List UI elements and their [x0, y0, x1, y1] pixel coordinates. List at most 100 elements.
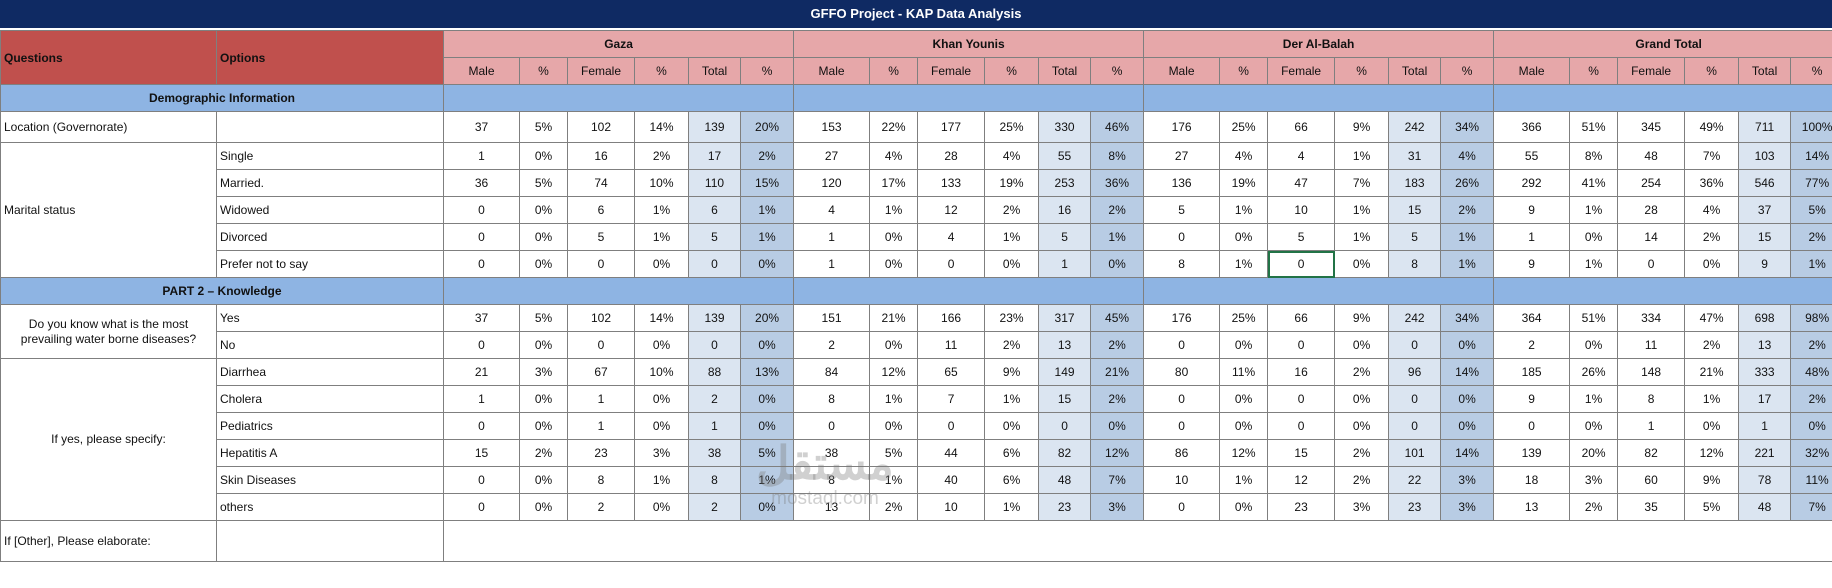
value-cell[interactable]: 0% [869, 223, 919, 251]
value-cell[interactable]: 317 [1038, 304, 1092, 332]
value-cell[interactable]: 25% [984, 111, 1040, 143]
region-header-gaza[interactable]: Gaza [442, 30, 795, 58]
value-cell[interactable]: 5% [1790, 196, 1832, 224]
sub-header-cell[interactable]: Male [443, 57, 520, 85]
sub-header-cell[interactable]: Total [1038, 57, 1092, 85]
value-cell[interactable]: 37 [443, 111, 520, 143]
value-cell[interactable]: 26% [1440, 169, 1495, 197]
option-cell[interactable] [216, 520, 444, 562]
sub-header-cell[interactable]: Female [567, 57, 635, 85]
value-cell[interactable]: 23 [1388, 493, 1442, 521]
value-cell[interactable]: 0 [688, 250, 741, 278]
value-cell[interactable]: 0% [634, 493, 689, 521]
value-cell[interactable]: 4 [793, 196, 871, 224]
value-cell[interactable]: 1 [688, 412, 741, 440]
value-cell[interactable]: 66 [1267, 304, 1336, 332]
value-cell[interactable]: 166 [917, 304, 986, 332]
value-cell[interactable]: 176 [1143, 304, 1221, 332]
value-cell[interactable]: 13 [1738, 331, 1792, 359]
value-cell[interactable]: 8 [793, 466, 871, 494]
value-cell[interactable]: 1% [1569, 385, 1619, 413]
value-cell[interactable]: 2% [1090, 331, 1145, 359]
value-cell[interactable]: 0% [1569, 412, 1619, 440]
sub-header-cell[interactable]: % [1334, 57, 1390, 85]
value-cell[interactable]: 28 [917, 142, 986, 170]
value-cell[interactable]: 1% [869, 196, 919, 224]
value-cell[interactable]: 51% [1569, 111, 1619, 143]
value-cell[interactable]: 0 [443, 331, 520, 359]
value-cell[interactable]: 4% [984, 142, 1040, 170]
region-header-khan-younis[interactable]: Khan Younis [793, 30, 1145, 58]
value-cell[interactable]: 9 [1738, 250, 1792, 278]
value-cell[interactable]: 82 [1038, 439, 1092, 467]
value-cell[interactable]: 40 [917, 466, 986, 494]
value-cell[interactable]: 6% [984, 439, 1040, 467]
value-cell[interactable]: 5 [567, 223, 635, 251]
value-cell[interactable]: 5 [1143, 196, 1221, 224]
value-cell[interactable]: 0 [1388, 385, 1442, 413]
value-cell[interactable]: 1% [634, 196, 689, 224]
value-cell[interactable]: 7% [1334, 169, 1390, 197]
value-cell[interactable]: 177 [917, 111, 986, 143]
value-cell[interactable]: 0 [1267, 331, 1336, 359]
value-cell[interactable]: 333 [1738, 358, 1792, 386]
value-cell[interactable]: 2 [1493, 331, 1571, 359]
value-cell[interactable]: 17 [1738, 385, 1792, 413]
question-marital-status[interactable]: Marital status [0, 142, 217, 278]
value-cell[interactable]: 55 [1493, 142, 1571, 170]
value-cell[interactable]: 0% [634, 250, 689, 278]
value-cell[interactable]: 15 [443, 439, 520, 467]
value-cell[interactable]: 8 [1143, 250, 1221, 278]
sub-header-cell[interactable]: Male [793, 57, 871, 85]
value-cell[interactable]: 0 [1388, 331, 1442, 359]
value-cell[interactable]: 11% [1219, 358, 1269, 386]
value-cell[interactable]: 0% [739, 250, 795, 278]
sub-header-cell[interactable]: % [1684, 57, 1740, 85]
value-cell[interactable]: 0% [1219, 412, 1269, 440]
option-cell[interactable]: Cholera [216, 385, 444, 413]
value-cell[interactable]: 47 [1267, 169, 1336, 197]
value-cell[interactable]: 10 [917, 493, 986, 521]
value-cell[interactable]: 254 [1617, 169, 1686, 197]
value-cell[interactable]: 1% [1569, 196, 1619, 224]
value-cell[interactable]: 16 [567, 142, 635, 170]
value-cell[interactable]: 21% [1090, 358, 1145, 386]
section-fill-cell[interactable] [793, 84, 1145, 112]
value-cell[interactable]: 0% [1334, 250, 1390, 278]
sub-header-cell[interactable]: Male [1143, 57, 1221, 85]
value-cell[interactable]: 49% [1684, 111, 1740, 143]
value-cell[interactable]: 23 [567, 439, 635, 467]
value-cell[interactable]: 80 [1143, 358, 1221, 386]
value-cell[interactable]: 1% [739, 196, 795, 224]
value-cell[interactable]: 14% [634, 304, 689, 332]
value-cell[interactable]: 0 [443, 412, 520, 440]
value-cell[interactable]: 22% [869, 111, 919, 143]
option-cell[interactable]: Skin Diseases [216, 466, 444, 494]
value-cell[interactable]: 100% [1790, 111, 1832, 143]
section-title[interactable]: Demographic Information [0, 84, 444, 112]
value-cell[interactable]: 0 [443, 223, 520, 251]
value-cell[interactable]: 0% [519, 196, 568, 224]
value-cell[interactable]: 0% [519, 331, 568, 359]
value-cell[interactable]: 12% [869, 358, 919, 386]
value-cell[interactable]: 5% [519, 169, 568, 197]
value-cell[interactable]: 0% [519, 250, 568, 278]
value-cell[interactable]: 139 [688, 111, 741, 143]
value-cell[interactable]: 0% [519, 493, 568, 521]
value-cell[interactable]: 1% [1440, 250, 1495, 278]
sub-header-cell[interactable]: Male [1493, 57, 1571, 85]
value-cell[interactable]: 102 [567, 304, 635, 332]
value-cell[interactable]: 5% [1684, 493, 1740, 521]
section-fill-cell[interactable] [1493, 84, 1832, 112]
value-cell[interactable]: 139 [688, 304, 741, 332]
value-cell[interactable]: 20% [739, 111, 795, 143]
option-cell[interactable] [216, 111, 444, 143]
value-cell[interactable]: 0% [634, 412, 689, 440]
value-cell[interactable]: 11% [1790, 466, 1832, 494]
value-cell[interactable]: 1% [1569, 250, 1619, 278]
value-cell[interactable]: 48 [1738, 493, 1792, 521]
value-cell[interactable]: 11 [917, 331, 986, 359]
value-cell[interactable]: 8 [1388, 250, 1442, 278]
value-cell[interactable]: 9 [1493, 250, 1571, 278]
value-cell[interactable]: 4% [869, 142, 919, 170]
